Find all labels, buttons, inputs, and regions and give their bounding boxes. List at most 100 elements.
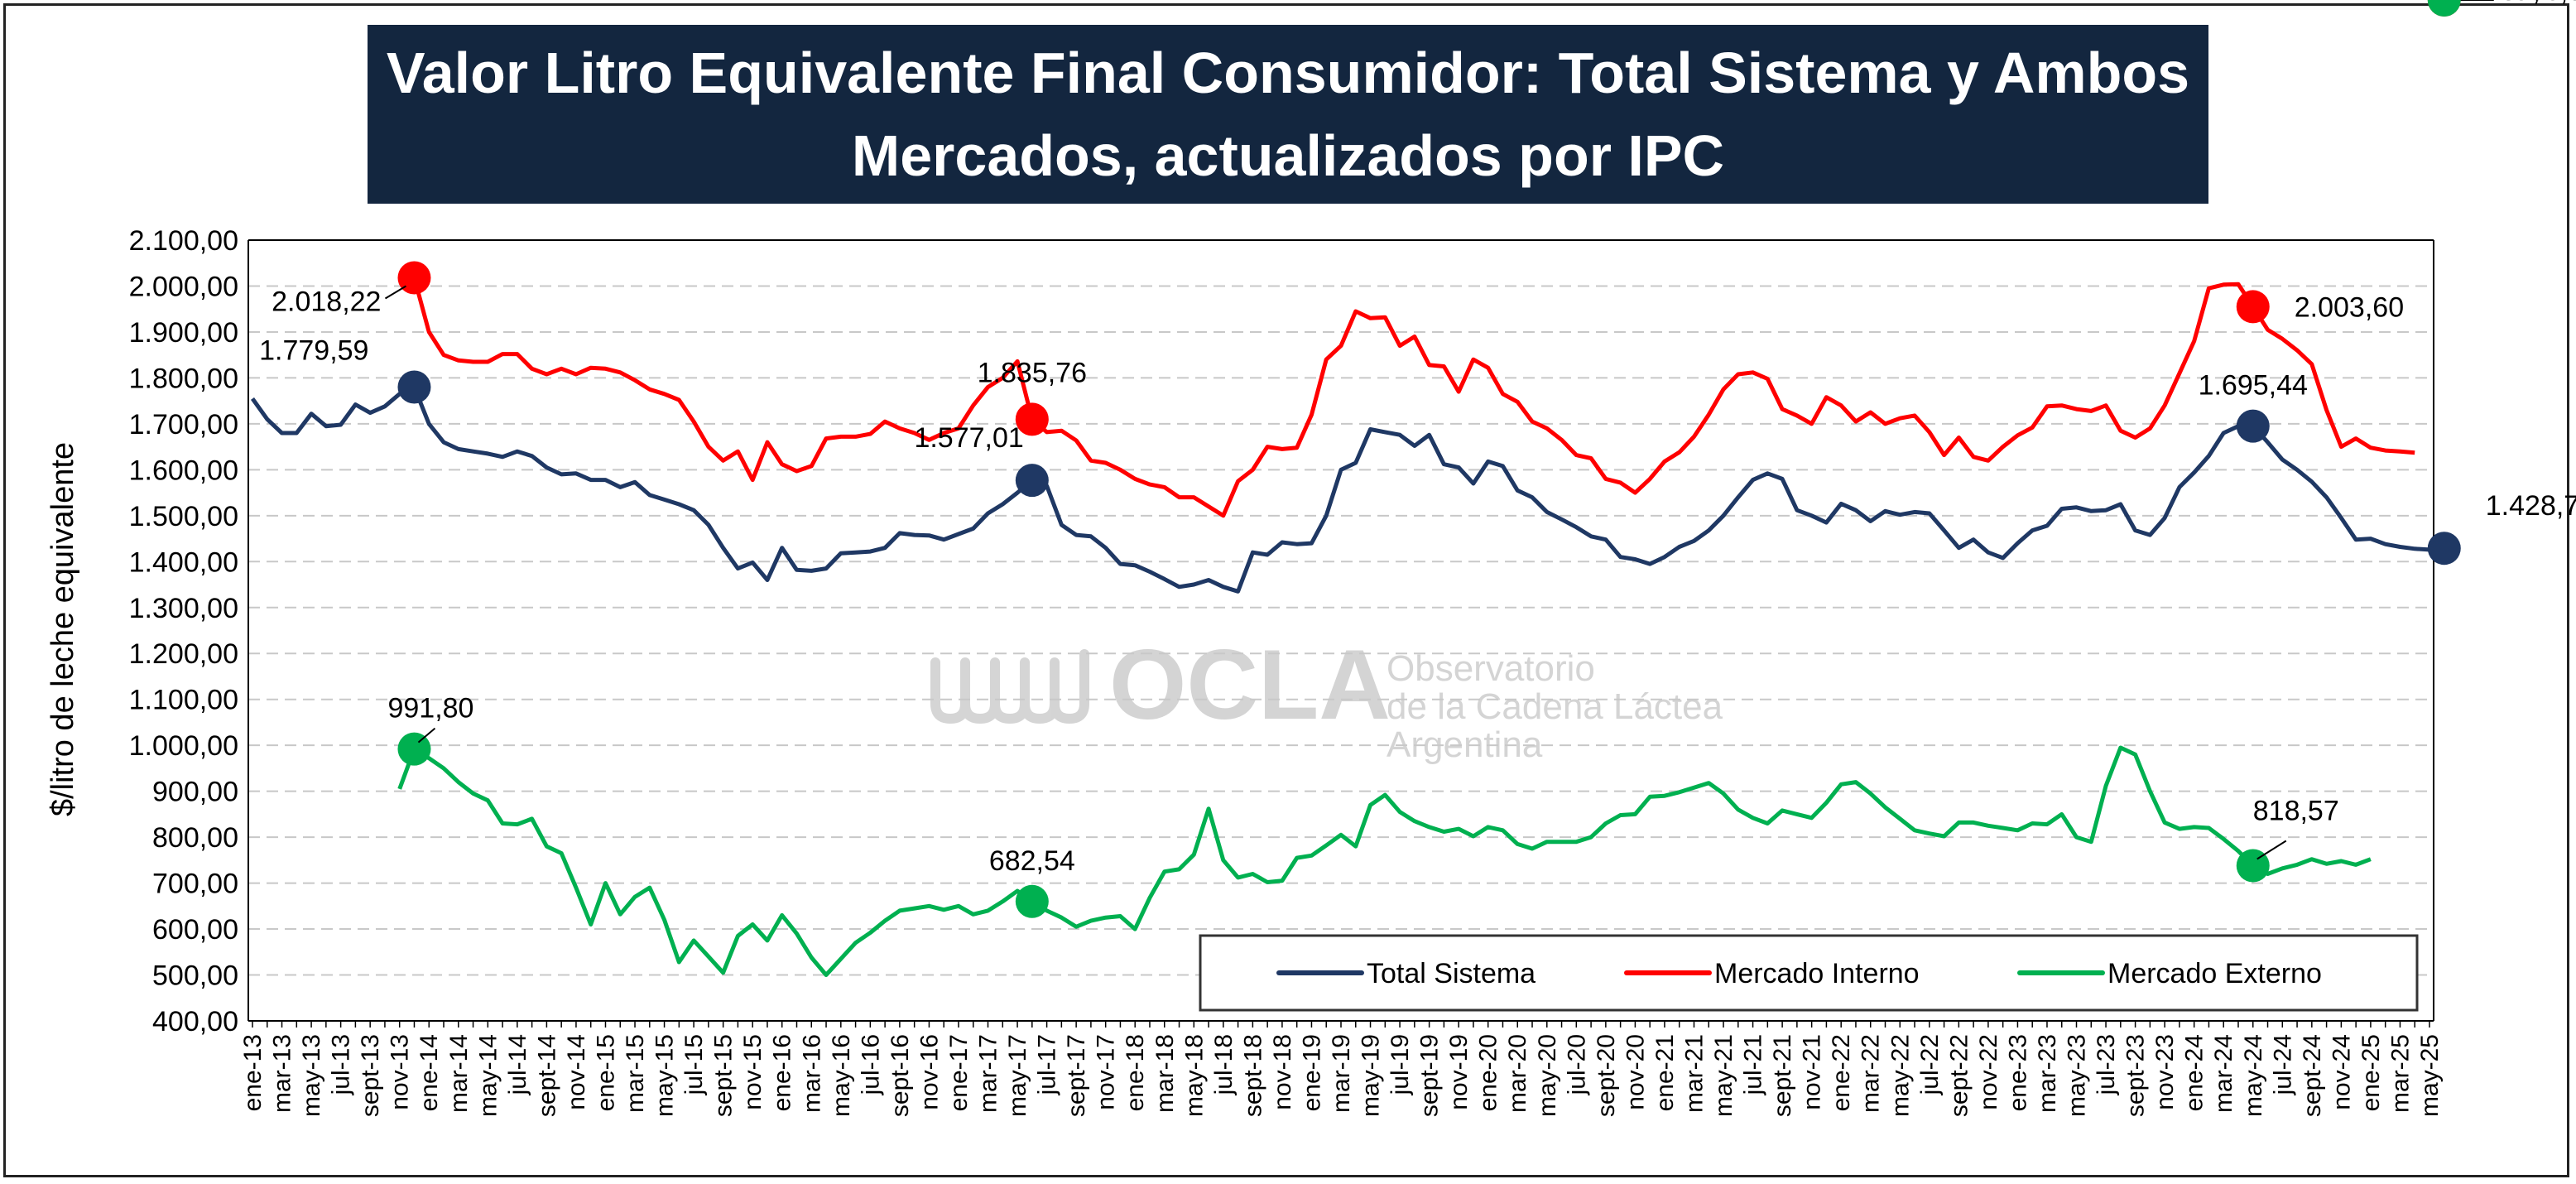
x-tick-label: may-24 bbox=[2240, 1034, 2267, 1117]
x-tick-label: mar-21 bbox=[1680, 1034, 1708, 1113]
x-tick-label: sept-21 bbox=[1769, 1034, 1796, 1117]
y-tick-label: 1.400,00 bbox=[129, 546, 238, 578]
data-label: 1.636,51 bbox=[2490, 0, 2576, 7]
x-tick-label: sept-24 bbox=[2299, 1034, 2326, 1117]
x-tick-label: nov-13 bbox=[387, 1034, 414, 1110]
x-tick-label: may-21 bbox=[1710, 1034, 1737, 1117]
x-tick-label: nov-20 bbox=[1622, 1034, 1649, 1110]
x-tick-label: mar-23 bbox=[2034, 1034, 2061, 1113]
data-label: 1.835,76 bbox=[978, 357, 1087, 388]
data-marker bbox=[2427, 0, 2461, 17]
x-tick-label: nov-14 bbox=[563, 1034, 590, 1110]
data-marker bbox=[2427, 532, 2461, 566]
x-tick-label: sept-19 bbox=[1416, 1034, 1444, 1117]
x-tick-label: may-20 bbox=[1534, 1034, 1561, 1117]
x-tick-label: nov-18 bbox=[1269, 1034, 1296, 1110]
x-tick-label: sept-13 bbox=[357, 1034, 384, 1117]
x-tick-label: ene-16 bbox=[769, 1034, 796, 1111]
chart-frame bbox=[3, 3, 2569, 1177]
data-marker bbox=[397, 370, 431, 404]
legend-label: Total Sistema bbox=[1367, 958, 1536, 989]
x-tick-label: may-19 bbox=[1358, 1034, 1385, 1117]
label-leader-line bbox=[384, 285, 406, 300]
x-tick-label: jul-13 bbox=[328, 1034, 355, 1095]
x-tick-label: jul-18 bbox=[1210, 1034, 1238, 1095]
y-tick-label: 1.600,00 bbox=[129, 455, 238, 486]
data-label: 682,54 bbox=[989, 845, 1075, 877]
x-tick-label: jul-20 bbox=[1563, 1034, 1590, 1095]
data-label: 1.577,01 bbox=[914, 422, 1023, 454]
x-tick-label: nov-23 bbox=[2151, 1034, 2179, 1110]
x-tick-label: mar-17 bbox=[975, 1034, 1002, 1113]
x-tick-label: ene-15 bbox=[592, 1034, 619, 1111]
x-tick-label: jul-15 bbox=[680, 1034, 708, 1095]
y-tick-label: 600,00 bbox=[152, 914, 238, 946]
x-tick-label: mar-25 bbox=[2386, 1034, 2414, 1113]
series-line-total-sistema bbox=[250, 385, 2445, 594]
data-label: 818,57 bbox=[2253, 796, 2339, 827]
x-tick-label: mar-22 bbox=[1858, 1034, 1885, 1113]
x-tick-label: ene-22 bbox=[1828, 1034, 1855, 1111]
data-marker bbox=[1015, 464, 1049, 498]
x-tick-label: mar-16 bbox=[798, 1034, 825, 1113]
y-tick-label: 1.900,00 bbox=[129, 317, 238, 349]
series-lines bbox=[250, 277, 2445, 977]
data-marker bbox=[1015, 884, 1049, 918]
y-tick-label: 1.700,00 bbox=[129, 409, 238, 440]
x-tick-label: ene-25 bbox=[2357, 1034, 2385, 1111]
x-tick-label: nov-15 bbox=[739, 1034, 767, 1110]
series-line-mercado-interno bbox=[412, 277, 2415, 518]
x-tick-label: ene-17 bbox=[945, 1034, 973, 1111]
x-tick-label: may-23 bbox=[2064, 1034, 2091, 1117]
x-tick-label: nov-16 bbox=[916, 1034, 943, 1110]
y-tick-label: 400,00 bbox=[152, 1006, 238, 1037]
y-tick-label: 1.500,00 bbox=[129, 501, 238, 532]
data-label: 1.428,76 bbox=[2486, 490, 2576, 522]
x-tick-label: mar-15 bbox=[622, 1034, 649, 1113]
ocla-watermark: OCLA Observatorio de la Cadena Láctea Ar… bbox=[930, 629, 1723, 765]
watermark-line3: de la Cadena Láctea bbox=[1387, 686, 1723, 727]
axes: 400,00 500,00 600,00 700,00 800,00 900,00 1.00… bbox=[129, 225, 2444, 1117]
x-tick-label: may-17 bbox=[1004, 1034, 1031, 1117]
x-tick-label: jul-22 bbox=[1916, 1034, 1944, 1095]
x-tick-label: may-14 bbox=[474, 1034, 502, 1117]
x-tick-label: may-16 bbox=[828, 1034, 855, 1117]
x-tick-label: sept-17 bbox=[1063, 1034, 1090, 1117]
ocla-logo-icon bbox=[930, 649, 1089, 724]
x-tick-label: jul-19 bbox=[1387, 1034, 1414, 1095]
x-tick-label: sept-15 bbox=[710, 1034, 738, 1117]
x-tick-label: jul-24 bbox=[2269, 1034, 2296, 1095]
x-tick-label: jul-21 bbox=[1740, 1034, 1767, 1095]
y-axis-label: $/litro de leche equivalente bbox=[46, 442, 80, 816]
x-tick-label: ene-19 bbox=[1298, 1034, 1325, 1111]
x-tick-label: may-18 bbox=[1180, 1034, 1208, 1117]
y-tick-label: 2.000,00 bbox=[129, 271, 238, 302]
y-tick-label: 1.800,00 bbox=[129, 363, 238, 394]
data-label: 752,44 bbox=[2486, 0, 2572, 7]
x-tick-label: nov-17 bbox=[1093, 1034, 1120, 1110]
x-tick-label: nov-22 bbox=[1975, 1034, 2002, 1110]
data-label: 1.779,59 bbox=[259, 335, 368, 367]
data-marker bbox=[1015, 402, 1049, 436]
x-tick-label: ene-21 bbox=[1651, 1034, 1679, 1111]
x-tick-label: sept-18 bbox=[1239, 1034, 1266, 1117]
x-tick-label: jul-16 bbox=[857, 1034, 884, 1095]
x-tick-label: ene-24 bbox=[2181, 1034, 2208, 1111]
data-label: 2.018,22 bbox=[272, 286, 381, 317]
y-tick-label: 900,00 bbox=[152, 777, 238, 808]
watermark-line2: Observatorio bbox=[1387, 648, 1595, 689]
x-tick-label: jul-17 bbox=[1034, 1034, 1061, 1095]
x-tick-label: mar-18 bbox=[1151, 1034, 1179, 1113]
x-tick-label: ene-13 bbox=[239, 1034, 267, 1111]
x-tick-label: ene-18 bbox=[1122, 1034, 1149, 1111]
watermark-line4: Argentina bbox=[1387, 724, 1543, 765]
y-tick-label: 700,00 bbox=[152, 869, 238, 900]
data-label: 991,80 bbox=[387, 693, 473, 724]
x-tick-label: ene-23 bbox=[2004, 1034, 2031, 1111]
x-tick-label: sept-22 bbox=[1945, 1034, 1973, 1117]
x-tick-label: mar-24 bbox=[2210, 1034, 2237, 1113]
y-tick-label: 2.100,00 bbox=[129, 225, 238, 257]
x-tick-label: mar-13 bbox=[269, 1034, 296, 1113]
legend-label: Mercado Externo bbox=[2107, 958, 2322, 989]
x-tick-label: may-25 bbox=[2416, 1034, 2444, 1117]
